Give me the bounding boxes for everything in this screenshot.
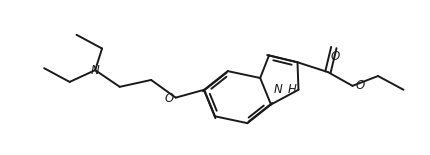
Text: O: O — [330, 51, 339, 64]
Text: H: H — [288, 83, 297, 96]
Text: N: N — [274, 83, 283, 96]
Text: O: O — [165, 92, 174, 105]
Text: O: O — [356, 79, 365, 92]
Text: N: N — [91, 64, 100, 77]
